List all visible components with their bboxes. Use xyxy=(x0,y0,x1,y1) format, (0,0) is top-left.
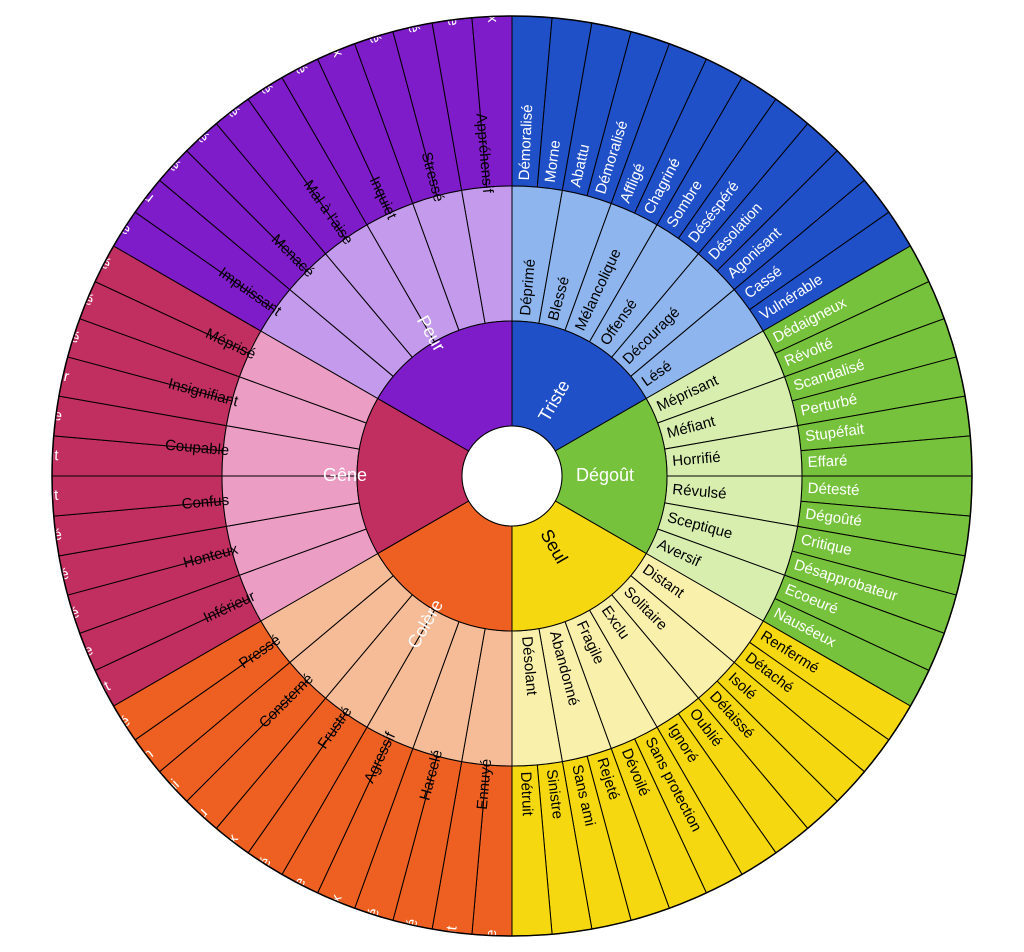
outer-label: Repentant xyxy=(0,444,60,464)
emotion-wheel: TristeDégoûtSeulColèreGênePeurDémoralisé… xyxy=(0,0,1024,952)
outer-label: Submergé xyxy=(391,0,423,34)
outer-label: Détruit xyxy=(517,771,536,817)
outer-label: Exposé xyxy=(135,129,183,175)
outer-label: Moqué xyxy=(65,237,114,273)
core-label: Dégoût xyxy=(576,465,634,485)
outer-label: Regrette xyxy=(4,400,63,424)
outer-label: Alarmé xyxy=(273,27,310,77)
outer-label: Poussé xyxy=(82,712,133,753)
outer-label: Nerveux xyxy=(482,0,501,23)
outer-label: Provoqué xyxy=(391,917,421,952)
outer-label: Persécuté xyxy=(347,906,384,952)
outer-label: Mortifié xyxy=(19,565,71,592)
outer-label: Perturbé xyxy=(194,65,243,121)
outer-label: Sous pression xyxy=(71,745,157,816)
outer-label: Démoralisé xyxy=(516,104,536,181)
outer-label: Furieux xyxy=(198,830,242,880)
outer-label: Agacé xyxy=(238,854,275,899)
outer-label: Incontrôlable xyxy=(52,178,134,238)
core-label: Gêne xyxy=(323,465,367,485)
outer-label: Anxieux xyxy=(310,4,346,60)
outer-label: Humilié xyxy=(29,604,82,635)
center-hole xyxy=(462,426,562,526)
outer-label: Sans valeur xyxy=(0,352,71,386)
outer-label: Perdu xyxy=(115,168,157,206)
outer-label: Désespéré xyxy=(346,0,384,45)
outer-label: Belliqueux xyxy=(303,892,345,952)
outer-label: Effaré xyxy=(807,452,847,471)
outer-label: Intimidé xyxy=(164,96,212,146)
outer-label: Apathique xyxy=(480,929,500,952)
outer-label: Détesté xyxy=(807,480,859,499)
outer-label: Hostile xyxy=(273,875,309,924)
